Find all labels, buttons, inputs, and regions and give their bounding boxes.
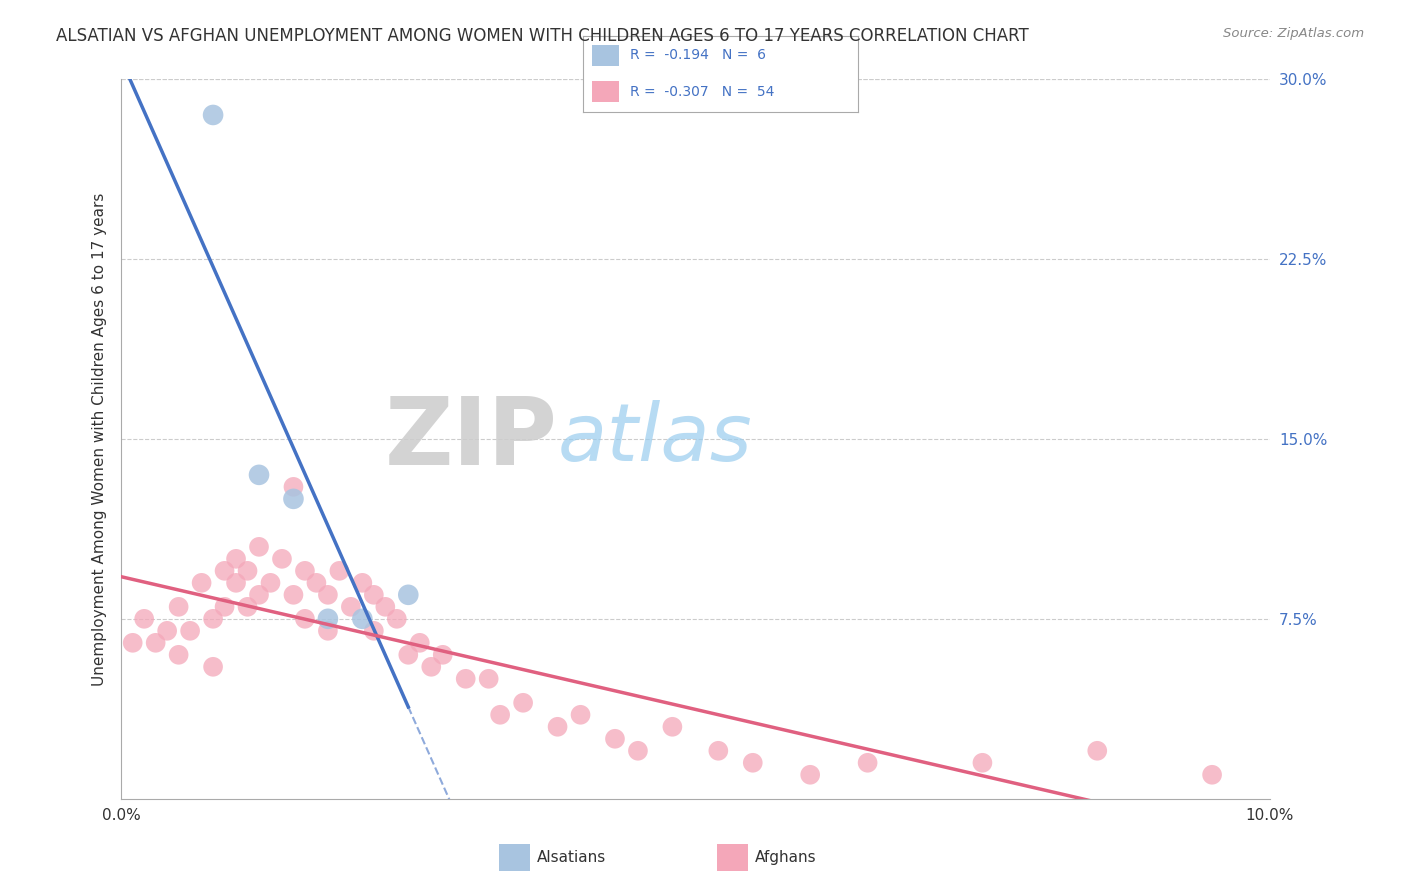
Point [316,588,339,602]
Point [1085,744,1108,758]
Point [167,599,190,614]
Point [741,756,763,770]
Text: Source: ZipAtlas.com: Source: ZipAtlas.com [1223,27,1364,40]
Text: ALSATIAN VS AFGHAN UNEMPLOYMENT AMONG WOMEN WITH CHILDREN AGES 6 TO 17 YEARS COR: ALSATIAN VS AFGHAN UNEMPLOYMENT AMONG WO… [56,27,1029,45]
Point [363,588,385,602]
Point [420,660,443,674]
Point [396,588,419,602]
Point [409,636,432,650]
Point [134,612,156,626]
Point [283,588,305,602]
Point [374,599,396,614]
Point [214,599,236,614]
Point [512,696,534,710]
Point [432,648,454,662]
Text: atlas: atlas [558,400,752,478]
Point [627,744,650,758]
Y-axis label: Unemployment Among Women with Children Ages 6 to 17 years: Unemployment Among Women with Children A… [93,192,107,686]
Text: R =  -0.194   N =  6: R = -0.194 N = 6 [630,48,766,62]
Point [145,636,167,650]
Point [478,672,501,686]
Point [316,612,339,626]
Bar [592,45,619,66]
Point [340,599,363,614]
Point [259,575,281,590]
Point [1201,768,1223,782]
Point [202,108,225,122]
Point [294,564,316,578]
Point [236,599,259,614]
Point [202,612,225,626]
Point [167,648,190,662]
Point [156,624,179,638]
Point [271,551,294,566]
Bar [592,81,619,103]
Point [247,588,270,602]
Point [454,672,477,686]
Point [190,575,212,590]
Point [121,636,143,650]
Point [283,491,305,506]
Point [316,624,339,638]
Point [547,720,569,734]
Point [179,624,201,638]
Point [283,480,305,494]
Point [247,540,270,554]
Point [225,551,247,566]
Point [661,720,683,734]
Text: R =  -0.307   N =  54: R = -0.307 N = 54 [630,85,775,99]
Point [236,564,259,578]
Point [707,744,730,758]
Point [202,660,225,674]
Point [489,707,512,722]
Point [328,564,350,578]
Point [225,575,247,590]
Text: Afghans: Afghans [755,850,817,864]
Point [856,756,879,770]
Point [396,648,419,662]
Point [799,768,821,782]
Text: ZIP: ZIP [385,392,558,485]
Point [247,467,270,482]
Point [363,624,385,638]
Point [385,612,408,626]
Point [305,575,328,590]
Point [352,575,374,590]
Point [569,707,592,722]
Point [214,564,236,578]
Point [603,731,626,746]
Text: Alsatians: Alsatians [537,850,606,864]
Point [352,612,374,626]
Point [294,612,316,626]
Point [972,756,994,770]
